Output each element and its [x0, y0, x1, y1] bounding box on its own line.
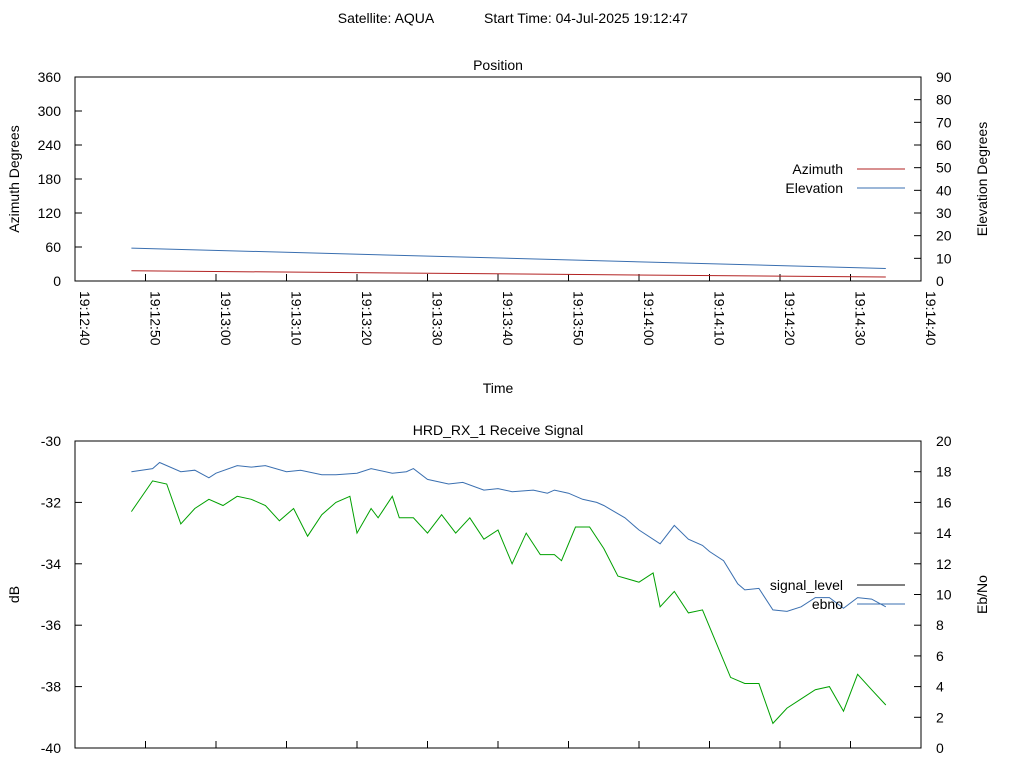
position-x-tick-label: 19:12:50 [148, 291, 164, 346]
signal-left-tick-label: -32 [41, 494, 61, 510]
signal-left-axis-label: dB [6, 586, 22, 603]
signal-chart: HRD_RX_1 Receive Signal -40 -38 -36 -34 -32 -3… [6, 422, 990, 756]
signal-left-tick-label: -40 [41, 740, 61, 756]
position-x-tick-label: 19:13:40 [500, 291, 516, 346]
signal-legend-label-1: ebno [812, 596, 843, 612]
position-series-line-0 [131, 270, 886, 278]
position-right-tick-label: 30 [936, 205, 952, 221]
position-left-axis-label: Azimuth Degrees [6, 125, 22, 232]
signal-left-tick-label: -38 [41, 679, 61, 695]
position-left-tick-label: 60 [45, 239, 61, 255]
position-right-tick-label: 0 [936, 273, 944, 289]
position-chart: Position 0 60 120 180 240 300 360 0 10 20 30 40 50 60 7… [6, 57, 990, 396]
position-x-tick-label: 19:14:20 [782, 291, 798, 346]
position-x-tick-label: 19:13:30 [430, 291, 446, 346]
position-right-tick-label: 90 [936, 69, 952, 85]
position-left-tick-label: 240 [38, 137, 62, 153]
position-left-tick-label: 360 [38, 69, 62, 85]
satellite-label: Satellite: AQUA [338, 10, 435, 26]
position-legend-label-1: Elevation [785, 180, 843, 196]
position-left-tick-label: 0 [53, 273, 61, 289]
signal-right-tick-label: 6 [936, 648, 944, 664]
position-right-tick-label: 10 [936, 250, 952, 266]
signal-plot-frame [74, 440, 922, 749]
position-title: Position [473, 57, 523, 73]
signal-title: HRD_RX_1 Receive Signal [413, 422, 583, 438]
position-legend-label-0: Azimuth [792, 161, 843, 177]
signal-right-tick-label: 16 [936, 494, 952, 510]
position-right-tick-label: 70 [936, 114, 952, 130]
position-x-tick-label: 19:13:20 [359, 291, 375, 346]
position-left-tick-label: 300 [38, 103, 62, 119]
position-right-tick-label: 60 [936, 137, 952, 153]
signal-right-tick-label: 12 [936, 556, 952, 572]
position-x-tick-label: 19:12:40 [77, 291, 93, 346]
position-x-tick-label: 19:13:10 [289, 291, 305, 346]
position-x-tick-label: 19:14:30 [853, 291, 869, 346]
signal-right-tick-label: 0 [936, 740, 944, 756]
position-x-tick-label: 19:14:10 [712, 291, 728, 346]
signal-right-tick-label: 8 [936, 617, 944, 633]
start-time-label: Start Time: 04-Jul-2025 19:12:47 [484, 10, 688, 26]
position-left-tick-label: 120 [38, 205, 62, 221]
signal-right-tick-label: 18 [936, 464, 952, 480]
signal-left-tick-label: -36 [41, 617, 61, 633]
signal-right-tick-label: 4 [936, 679, 944, 695]
signal-right-tick-label: 20 [936, 433, 952, 449]
position-x-axis-label: Time [483, 380, 514, 396]
position-series-line-1 [131, 247, 886, 269]
signal-right-tick-label: 10 [936, 587, 952, 603]
signal-right-tick-label: 2 [936, 709, 944, 725]
signal-right-tick-label: 14 [936, 525, 952, 541]
position-right-tick-label: 20 [936, 228, 952, 244]
position-x-tick-label: 19:14:40 [923, 291, 939, 346]
signal-series-line-1 [131, 461, 887, 612]
signal-series-line-2 [130, 480, 887, 725]
position-x-tick-label: 19:13:50 [571, 291, 587, 346]
position-x-tick-label: 19:14:00 [641, 291, 657, 346]
position-right-tick-label: 80 [936, 92, 952, 108]
position-left-tick-label: 180 [38, 171, 62, 187]
signal-legend-label-0: signal_level [770, 577, 843, 593]
position-right-tick-label: 50 [936, 160, 952, 176]
position-right-axis-label: Elevation Degrees [974, 122, 990, 236]
signal-left-tick-label: -34 [41, 556, 61, 572]
position-x-tick-label: 19:13:00 [218, 291, 234, 346]
signal-left-tick-label: -30 [41, 433, 61, 449]
position-right-tick-label: 40 [936, 182, 952, 198]
signal-right-axis-label: Eb/No [974, 575, 990, 614]
